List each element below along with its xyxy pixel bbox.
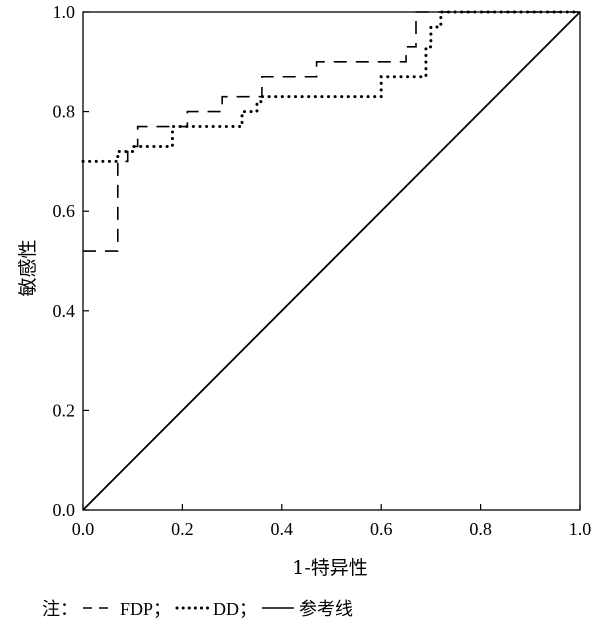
x-tick-label: 0.8	[469, 519, 492, 539]
x-tick-label: 0.4	[271, 519, 294, 539]
y-axis-label: 敏感性	[17, 239, 39, 296]
x-tick-label: 0.6	[370, 519, 393, 539]
roc-chart: 0.0 0.2 0.4 0.6 0.8 1.0 0.0 0.2 0.4 0.6 0.8 1.0 1-特…	[17, 2, 592, 579]
y-tick-label: 0.2	[53, 400, 76, 420]
legend-label-reference: 参考线	[299, 599, 354, 619]
x-tick-label: 0.0	[72, 519, 95, 539]
legend-label-fdp: FDP；	[120, 599, 172, 619]
legend-swatch-dd	[175, 606, 210, 610]
plot-frame	[82, 11, 581, 511]
x-tick-label: 0.2	[171, 519, 194, 539]
plot-border	[82, 11, 581, 511]
series-dd-line	[81, 10, 582, 163]
x-axis-label: 1-特异性	[292, 557, 368, 579]
axis-ticks: 0.0 0.2 0.4 0.6 0.8 1.0 0.0 0.2 0.4 0.6 0.8 1.0	[53, 2, 592, 539]
y-tick-label: 1.0	[53, 2, 76, 22]
reference-line	[82, 11, 581, 511]
series-layer	[81, 10, 582, 511]
note-prefix: 注：	[42, 599, 78, 620]
legend-note: 注： FDP； DD； 参考线	[42, 594, 353, 622]
y-tick-label: 0.6	[53, 201, 76, 221]
x-tick-label: 1.0	[569, 519, 592, 539]
y-tick-label: 0.8	[53, 102, 76, 122]
y-tick-label: 0.0	[53, 500, 76, 520]
series-fdp-line	[83, 11, 580, 252]
legend-swatch-fdp	[83, 607, 115, 609]
y-tick-label: 0.4	[53, 301, 76, 321]
legend-swatch-reference	[262, 607, 295, 609]
legend-label-dd: DD；	[213, 599, 258, 619]
